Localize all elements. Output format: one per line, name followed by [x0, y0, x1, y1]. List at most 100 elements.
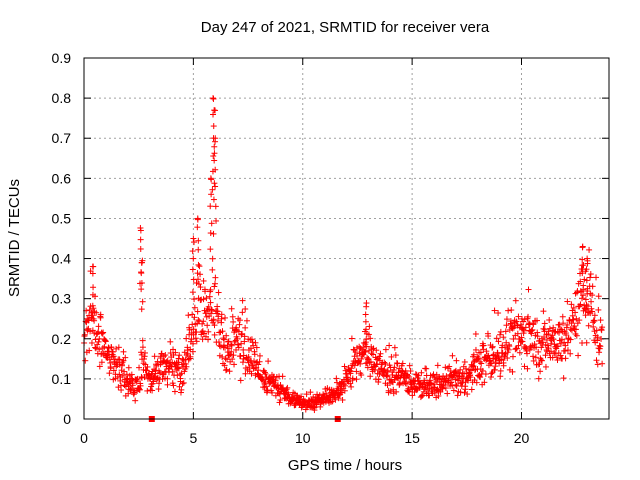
data-point — [239, 297, 246, 304]
y-tick-label: 0.4 — [52, 251, 72, 267]
data-point — [568, 301, 575, 308]
data-point — [373, 347, 380, 354]
data-point — [497, 373, 504, 380]
data-point — [496, 360, 503, 367]
data-point — [235, 328, 242, 335]
data-point — [149, 387, 156, 394]
data-point — [582, 312, 589, 319]
data-point — [191, 304, 198, 311]
data-point — [244, 356, 251, 363]
data-point — [110, 367, 117, 374]
data-point — [586, 246, 593, 253]
data-point — [205, 336, 212, 343]
data-point — [469, 363, 476, 370]
data-point — [492, 359, 499, 366]
data-point — [505, 307, 512, 314]
data-point — [81, 331, 88, 338]
data-point — [581, 276, 588, 283]
plot-frame — [83, 57, 610, 420]
data-point — [210, 316, 217, 323]
data-point — [221, 336, 228, 343]
data-point — [138, 259, 145, 266]
data-point — [362, 339, 369, 346]
data-point — [530, 357, 537, 364]
data-point — [175, 365, 182, 372]
data-point — [92, 336, 99, 343]
data-point — [562, 347, 569, 354]
data-point — [245, 353, 252, 360]
data-point — [597, 317, 604, 324]
data-point — [390, 367, 397, 374]
data-point — [200, 296, 207, 303]
data-point — [564, 339, 571, 346]
data-point — [228, 342, 235, 349]
ticks — [83, 57, 609, 420]
data-point — [533, 344, 540, 351]
data-point — [461, 370, 468, 377]
data-point — [358, 355, 365, 362]
data-point — [108, 344, 115, 351]
data-point — [573, 332, 580, 339]
data-point — [139, 298, 146, 305]
data-point — [211, 322, 218, 329]
data-point — [349, 375, 356, 382]
data-point — [407, 368, 414, 375]
data-point — [212, 183, 219, 190]
data-point — [211, 157, 218, 164]
data-point — [207, 175, 214, 182]
data-point — [596, 349, 603, 356]
data-point — [516, 349, 523, 356]
data-point — [540, 308, 547, 315]
data-point — [136, 386, 143, 393]
data-point — [263, 383, 270, 390]
data-point — [595, 306, 602, 313]
data-point — [467, 374, 474, 381]
data-point — [229, 356, 236, 363]
data-point — [578, 295, 585, 302]
data-point — [556, 321, 563, 328]
data-point — [348, 335, 355, 342]
data-point — [201, 330, 208, 337]
data-point — [528, 327, 535, 334]
data-point — [177, 375, 184, 382]
data-point — [353, 376, 360, 383]
data-point — [233, 324, 240, 331]
data-point — [215, 313, 222, 320]
data-point — [176, 383, 183, 390]
data-point — [434, 362, 441, 369]
data-point — [582, 296, 589, 303]
data-point — [590, 323, 597, 330]
data-point — [207, 230, 214, 237]
data-point — [492, 363, 499, 370]
data-point — [529, 326, 536, 333]
data-point — [219, 328, 226, 335]
data-point — [209, 307, 216, 314]
data-point — [238, 331, 245, 338]
data-point — [570, 316, 577, 323]
data-point — [133, 378, 140, 385]
data-point — [209, 266, 216, 273]
data-point — [96, 363, 103, 370]
data-point — [488, 370, 495, 377]
data-point — [457, 366, 464, 373]
data-point — [207, 299, 214, 306]
data-point — [193, 279, 200, 286]
data-point — [95, 323, 102, 330]
data-point — [367, 335, 374, 342]
data-point — [394, 360, 401, 367]
data-point — [589, 283, 596, 290]
data-point — [485, 333, 492, 340]
data-point — [553, 354, 560, 361]
data-point — [121, 368, 128, 375]
data-point — [570, 304, 577, 311]
data-point — [580, 292, 587, 299]
data-point — [517, 321, 524, 328]
data-point — [462, 365, 469, 372]
data-point — [495, 310, 502, 317]
data-point — [591, 312, 598, 319]
data-point — [107, 363, 114, 370]
data-point — [579, 270, 586, 277]
data-point — [446, 363, 453, 370]
data-point — [574, 320, 581, 327]
data-point — [215, 289, 222, 296]
